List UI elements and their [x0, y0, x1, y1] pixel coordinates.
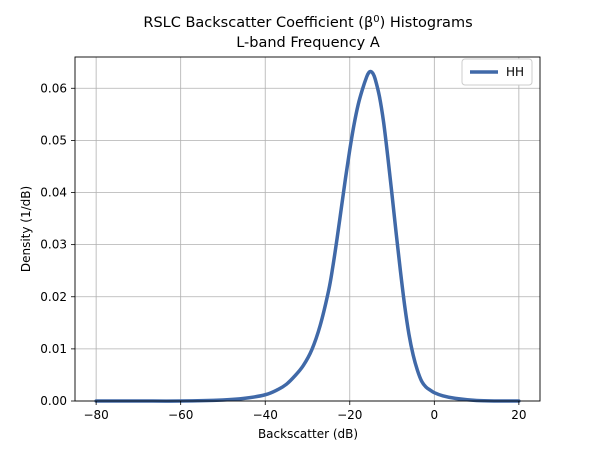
series-layer [94, 69, 521, 403]
x-tick-label: 20 [511, 408, 526, 422]
plot-frame [74, 56, 541, 402]
y-axis-label: Density (1/dB) [19, 186, 33, 272]
y-tick-label: 0.02 [40, 290, 67, 304]
y-tick-label: 0.03 [40, 238, 67, 252]
legend: HH [461, 58, 533, 86]
x-tick-label: 0 [430, 408, 438, 422]
y-tick-label: 0.01 [40, 342, 67, 356]
x-tick-label: −80 [83, 408, 108, 422]
x-tick-label: −60 [168, 408, 193, 422]
x-tick-label: −20 [337, 408, 362, 422]
legend-label-hh: HH [506, 65, 524, 79]
series-line-hh [94, 69, 521, 403]
y-tick-label: 0.05 [40, 133, 67, 147]
x-axis-label: Backscatter (dB) [258, 427, 358, 441]
x-tick-label: −40 [253, 408, 278, 422]
chart-title: RSLC Backscatter Coefficient (β0) Histog… [143, 14, 472, 52]
ticks: −80 −60 −40 −20 0 20 0.00 0.01 0.02 0.03 0.04 0.05 0… [40, 81, 526, 422]
y-tick-label: 0.06 [40, 81, 67, 95]
y-tick-label: 0.00 [40, 394, 67, 408]
y-tick-label: 0.04 [40, 186, 67, 200]
title-line-1: RSLC Backscatter Coefficient (β0) Histog… [143, 14, 472, 32]
title-line-2: L-band Frequency A [236, 35, 380, 51]
grid [75, 57, 540, 402]
